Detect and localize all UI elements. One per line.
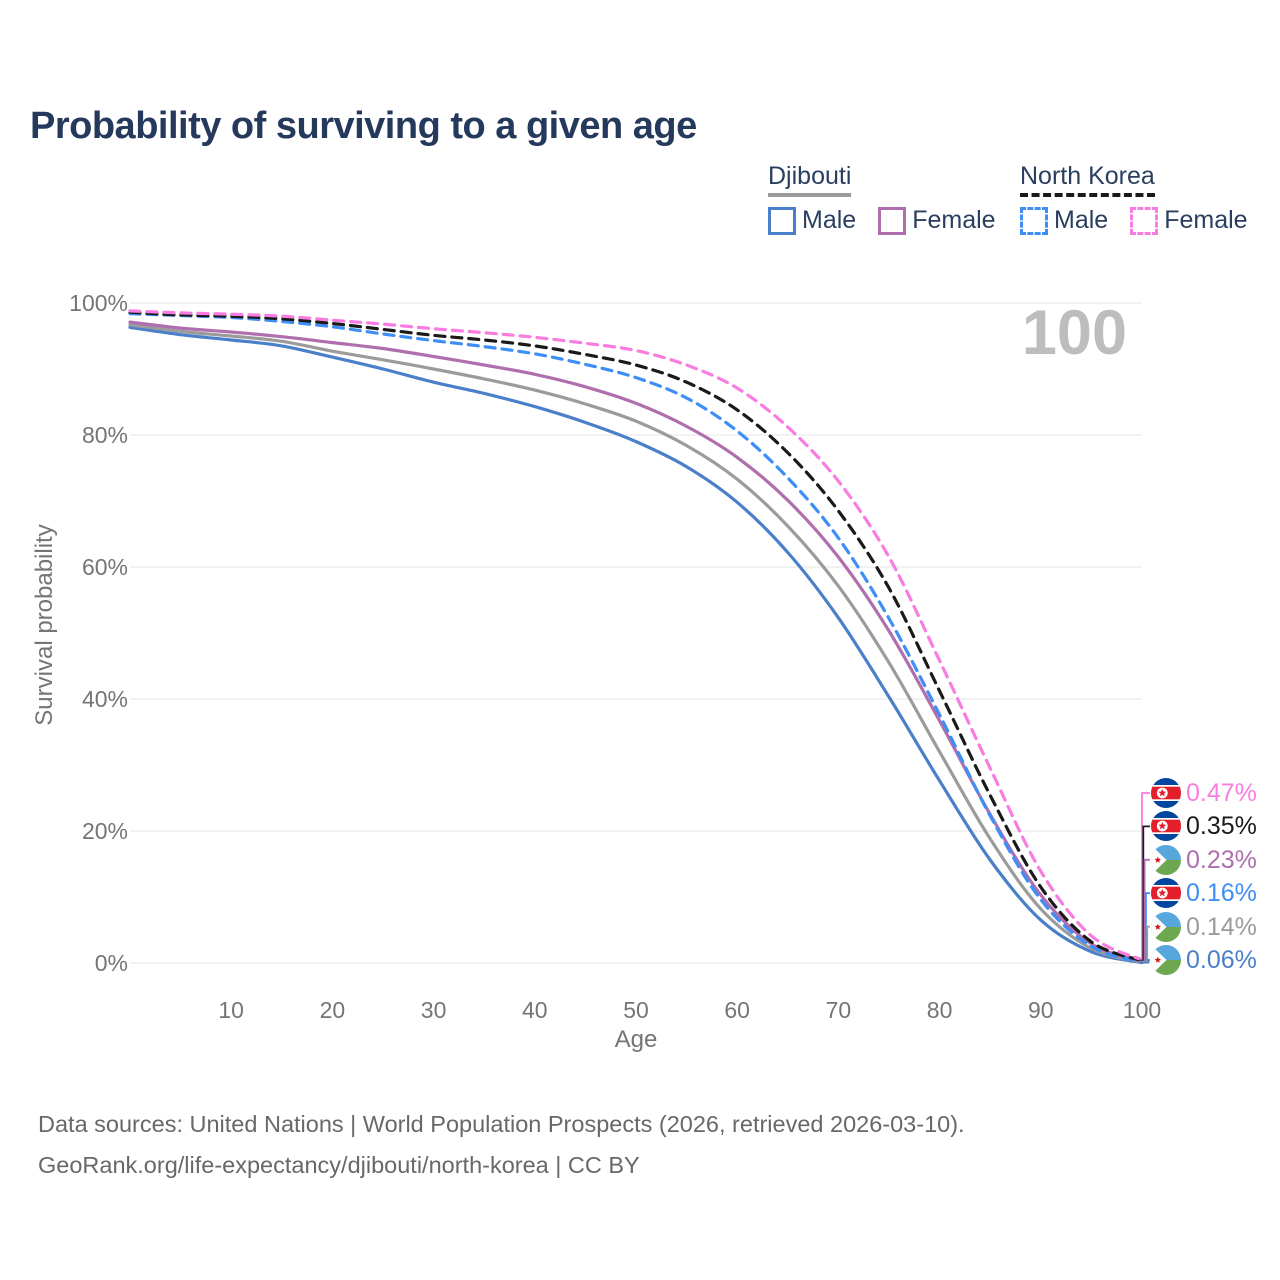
- legend-item-djibouti-male[interactable]: Male: [768, 206, 856, 235]
- curve-djibouti-both[interactable]: [128, 323, 1144, 964]
- legend-label: Female: [912, 206, 996, 234]
- legend-group-north-korea: North Korea Male Female: [1020, 162, 1248, 235]
- y-axis-tick-label: 100%: [69, 290, 128, 316]
- y-axis-tick-label: 40%: [81, 686, 128, 712]
- legend-label: Male: [1054, 206, 1109, 234]
- legend-item-north-korea-female[interactable]: Female: [1130, 206, 1248, 235]
- end-label-value: 0.47%: [1186, 779, 1257, 807]
- label-leader-line: [1139, 959, 1150, 964]
- x-axis-tick-label: 90: [1028, 997, 1054, 1023]
- end-label-north-korea-both: 0.35%: [1151, 811, 1257, 842]
- legend-label: Male: [802, 206, 857, 234]
- legend-group-djibouti: Djibouti Male Female: [768, 162, 996, 235]
- x-axis-tick-label: 30: [420, 997, 447, 1023]
- legend-item-djibouti-female[interactable]: Female: [878, 206, 996, 235]
- curve-north-korea-male[interactable]: [128, 312, 1144, 964]
- footer: Data sources: United Nations | World Pop…: [38, 1104, 965, 1186]
- end-label-value: 0.16%: [1186, 879, 1257, 908]
- north-korea-flag-icon: [1151, 778, 1181, 808]
- curve-djibouti-male[interactable]: [128, 325, 1144, 965]
- x-axis-title: Age: [614, 1026, 658, 1053]
- end-label-value: 0.23%: [1186, 845, 1257, 874]
- djibouti-flag-icon: [1151, 945, 1181, 975]
- x-axis-tick-label: 100: [1122, 997, 1162, 1023]
- curve-north-korea-female[interactable]: [128, 309, 1144, 962]
- x-axis-tick-label: 70: [825, 997, 852, 1023]
- legend-item-north-korea-male[interactable]: Male: [1020, 206, 1108, 235]
- end-label-north-korea-female: 0.47%: [1151, 778, 1257, 808]
- survival-probability-plot: [128, 302, 1150, 965]
- y-axis-tick-label: 20%: [81, 818, 128, 844]
- x-axis-tick-label: 10: [218, 997, 244, 1023]
- page-title: Probability of surviving to a given age: [30, 105, 697, 148]
- x-axis-tick-label: 20: [319, 997, 346, 1023]
- age-watermark: 100: [1021, 298, 1127, 368]
- legend-items-north-korea: Male Female: [1020, 206, 1248, 235]
- end-label-value: 0.06%: [1186, 946, 1257, 974]
- y-axis-tick-label: 60%: [81, 554, 128, 580]
- end-label-value: 0.35%: [1186, 812, 1257, 841]
- footer-attribution: GeoRank.org/life-expectancy/djibouti/nor…: [38, 1152, 640, 1179]
- y-axis-tick-label: 0%: [94, 950, 128, 976]
- north-korea-male-swatch-icon: [1020, 206, 1048, 235]
- x-axis-tick-label: 40: [522, 997, 548, 1023]
- north-korea-flag-icon: [1151, 878, 1181, 909]
- djibouti-flag-icon: [1151, 911, 1181, 942]
- x-axis-tick-label: 60: [724, 997, 750, 1023]
- legend-header-djibouti: Djibouti: [768, 162, 852, 197]
- label-leader-line: [1139, 858, 1150, 963]
- end-label-djibouti-both: 0.14%: [1151, 911, 1257, 942]
- end-label-djibouti-female: 0.23%: [1151, 844, 1257, 875]
- djibouti-female-swatch-icon: [878, 206, 907, 235]
- north-korea-flag-icon: [1151, 811, 1181, 842]
- y-axis-tick-label: 80%: [81, 422, 128, 448]
- djibouti-male-swatch-icon: [768, 206, 796, 235]
- x-axis-tick-label: 50: [623, 997, 649, 1023]
- djibouti-flag-icon: [1151, 844, 1181, 875]
- curve-north-korea-both[interactable]: [128, 310, 1144, 963]
- north-korea-female-swatch-icon: [1130, 206, 1159, 235]
- x-axis-tick-label: 80: [926, 997, 953, 1023]
- end-label-djibouti-male: 0.06%: [1151, 945, 1257, 975]
- legend-items-djibouti: Male Female: [768, 206, 996, 235]
- legend-header-north-korea: North Korea: [1020, 162, 1155, 197]
- end-label-north-korea-male: 0.16%: [1151, 878, 1257, 909]
- curve-djibouti-female[interactable]: [128, 320, 1144, 964]
- legend-label: Female: [1164, 206, 1248, 234]
- end-label-value: 0.14%: [1186, 912, 1257, 941]
- footer-data-sources: Data sources: United Nations | World Pop…: [38, 1111, 965, 1137]
